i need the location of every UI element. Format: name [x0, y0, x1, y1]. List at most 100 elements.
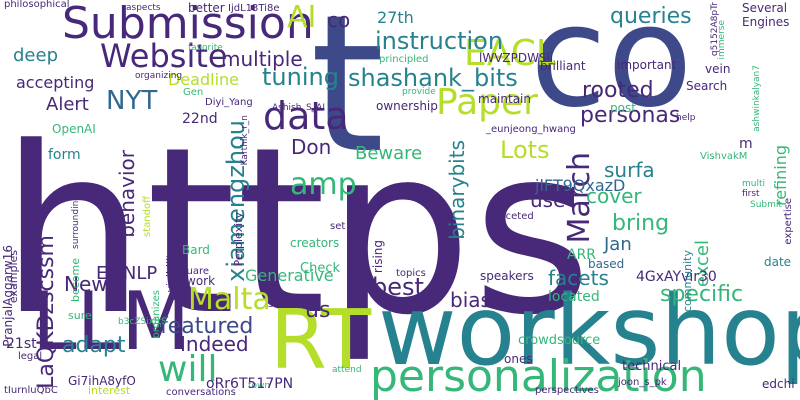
word: aspects — [126, 3, 161, 13]
word: featured — [160, 314, 254, 339]
word: oRr6T517PN — [206, 376, 294, 392]
word: m — [739, 136, 753, 152]
word: become — [69, 258, 82, 303]
word: personas — [580, 103, 681, 128]
word: accepting — [16, 73, 95, 92]
word: Jan — [604, 234, 632, 255]
word: binarybits — [445, 140, 469, 240]
word: located — [548, 289, 600, 305]
word: multiple — [221, 47, 303, 71]
word: Submit — [750, 200, 782, 210]
word: based — [588, 257, 625, 271]
word: post — [610, 101, 636, 115]
word: Website — [100, 37, 228, 75]
word: co — [327, 8, 351, 32]
word: similar — [268, 297, 305, 310]
word: specific — [660, 282, 744, 307]
word: principled — [379, 54, 429, 65]
word: Beware — [355, 143, 423, 164]
word: adapt — [62, 333, 126, 358]
word: surrounding — [71, 195, 81, 249]
word: bring — [612, 211, 670, 236]
word: data — [263, 94, 349, 138]
word: immerse — [717, 20, 727, 60]
word: town — [248, 381, 271, 391]
word: attend — [332, 365, 362, 375]
word: ownership — [376, 99, 438, 113]
word: Bard — [182, 243, 210, 257]
word: ARR — [567, 247, 597, 263]
word: standoff — [142, 196, 153, 237]
word: deep — [13, 45, 58, 66]
word: workshop — [378, 275, 800, 387]
word: favorite — [188, 43, 223, 53]
word: philosophical — [4, 0, 70, 10]
word: 22nd — [182, 111, 218, 127]
word: us — [305, 298, 331, 323]
word: provide — [402, 87, 436, 97]
word: shashank_bits — [348, 64, 518, 92]
word: 27th — [377, 8, 414, 27]
word: multi — [742, 179, 766, 189]
word: interest — [88, 384, 131, 397]
word: b3cZSixttS — [118, 317, 167, 327]
word: Engines — [742, 15, 790, 29]
word: speakers — [480, 269, 534, 283]
word: refining — [771, 145, 790, 207]
word: Generative — [245, 266, 334, 285]
word: perspectives — [535, 385, 599, 396]
word: best — [372, 273, 424, 301]
word: behavior — [115, 150, 139, 238]
word: NYT — [106, 86, 158, 116]
word: https — [0, 99, 592, 366]
word: organizes — [151, 290, 162, 339]
word: use — [530, 188, 566, 212]
word: Alert — [46, 94, 89, 115]
word: Ashish_S_AI — [272, 103, 325, 113]
word: faceted — [496, 211, 534, 222]
word: date — [764, 255, 792, 269]
word: Paper — [436, 82, 538, 123]
word: first — [742, 189, 760, 199]
word: Gi7ihA8yfO — [68, 374, 136, 388]
word: square — [175, 266, 210, 277]
word: better — [188, 1, 225, 15]
word: community — [681, 250, 694, 313]
word: Diyi_Yang — [205, 97, 253, 108]
word: t — [310, 0, 385, 195]
word: technical — [622, 359, 682, 374]
word: queries — [610, 4, 692, 29]
word: jlFT9QxazD — [535, 176, 626, 195]
word: Lots — [500, 136, 550, 164]
word: EACL — [464, 33, 556, 74]
word: edchi — [762, 377, 795, 391]
word: examples — [7, 250, 20, 304]
word: amp — [290, 167, 357, 202]
word: VishvakM — [700, 151, 748, 162]
word: Indeed — [180, 332, 249, 356]
word: lWVZPDWSii — [479, 51, 554, 65]
word: Search — [686, 79, 728, 93]
word: will — [158, 349, 218, 390]
word: 4GxAYvir30 — [636, 269, 717, 285]
word: Several — [742, 1, 788, 15]
word: ashwinkalyan7 — [752, 65, 762, 132]
word: form — [48, 147, 81, 163]
word: Don — [291, 135, 332, 159]
word: visibility — [164, 247, 177, 293]
word: sure — [68, 309, 92, 322]
word: joon_s_pk — [618, 377, 667, 388]
word: _eunjeong_hwang — [486, 124, 576, 135]
word: maintain — [478, 92, 531, 106]
word: Karthik_r_n — [240, 115, 250, 166]
word: ones — [504, 352, 533, 366]
word: Deadline — [168, 70, 239, 89]
word: Malta — [188, 282, 271, 317]
word: work — [186, 274, 216, 288]
word: OpenAI — [52, 122, 96, 136]
word: vein — [705, 62, 731, 76]
word: help — [676, 113, 696, 123]
word: New — [64, 272, 108, 296]
word: 21st — [6, 336, 37, 352]
